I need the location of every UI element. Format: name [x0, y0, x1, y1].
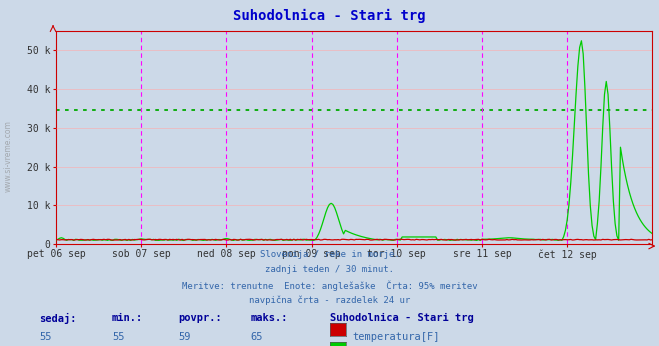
Text: 55: 55	[40, 332, 52, 342]
Text: Suhodolnica - Stari trg: Suhodolnica - Stari trg	[233, 9, 426, 23]
Text: povpr.:: povpr.:	[178, 313, 221, 323]
Text: sedaj:: sedaj:	[40, 313, 77, 324]
Text: min.:: min.:	[112, 313, 143, 323]
Text: navpična črta - razdelek 24 ur: navpična črta - razdelek 24 ur	[249, 295, 410, 305]
Text: 65: 65	[250, 332, 263, 342]
Text: Suhodolnica - Stari trg: Suhodolnica - Stari trg	[330, 313, 473, 323]
Text: maks.:: maks.:	[250, 313, 288, 323]
Text: Slovenija / reke in morje.: Slovenija / reke in morje.	[260, 250, 399, 259]
Text: 55: 55	[112, 332, 125, 342]
Text: 59: 59	[178, 332, 190, 342]
Text: zadnji teden / 30 minut.: zadnji teden / 30 minut.	[265, 265, 394, 274]
Text: Meritve: trenutne  Enote: anglešaške  Črta: 95% meritev: Meritve: trenutne Enote: anglešaške Črta…	[182, 280, 477, 291]
Text: www.si-vreme.com: www.si-vreme.com	[4, 120, 13, 192]
Text: temperatura[F]: temperatura[F]	[353, 332, 440, 342]
